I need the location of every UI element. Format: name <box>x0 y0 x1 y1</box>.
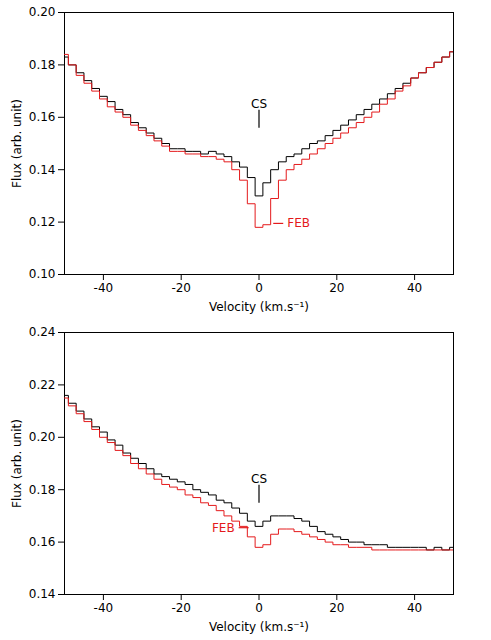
svg-text:-20: -20 <box>171 281 191 295</box>
svg-text:Velocity (km.s⁻¹): Velocity (km.s⁻¹) <box>209 620 309 634</box>
svg-text:40: 40 <box>407 281 422 295</box>
svg-text:-40: -40 <box>94 601 114 615</box>
svg-text:0.20: 0.20 <box>29 5 56 19</box>
svg-text:0.12: 0.12 <box>29 215 56 229</box>
svg-text:-20: -20 <box>171 601 191 615</box>
svg-text:0.10: 0.10 <box>29 267 56 281</box>
svg-text:CS: CS <box>251 472 267 486</box>
svg-text:0.16: 0.16 <box>29 535 56 549</box>
svg-text:Velocity (km.s⁻¹): Velocity (km.s⁻¹) <box>209 300 309 314</box>
svg-text:-40: -40 <box>94 281 114 295</box>
svg-text:0.22: 0.22 <box>29 378 56 392</box>
svg-text:20: 20 <box>329 281 344 295</box>
svg-text:0.16: 0.16 <box>29 110 56 124</box>
svg-text:0: 0 <box>255 601 263 615</box>
svg-text:0: 0 <box>255 281 263 295</box>
svg-text:0.24: 0.24 <box>29 325 56 339</box>
svg-text:Flux (arb. unit): Flux (arb. unit) <box>10 419 24 508</box>
svg-text:0.14: 0.14 <box>29 163 56 177</box>
svg-text:CS: CS <box>251 97 267 111</box>
svg-text:40: 40 <box>407 601 422 615</box>
svg-text:0.18: 0.18 <box>29 58 56 72</box>
svg-text:0.14: 0.14 <box>29 587 56 601</box>
svg-text:20: 20 <box>329 601 344 615</box>
svg-text:0.18: 0.18 <box>29 483 56 497</box>
svg-text:FEB: FEB <box>212 521 235 535</box>
svg-text:FEB: FEB <box>287 216 310 230</box>
svg-text:0.20: 0.20 <box>29 430 56 444</box>
svg-text:Flux (arb. unit): Flux (arb. unit) <box>10 99 24 188</box>
